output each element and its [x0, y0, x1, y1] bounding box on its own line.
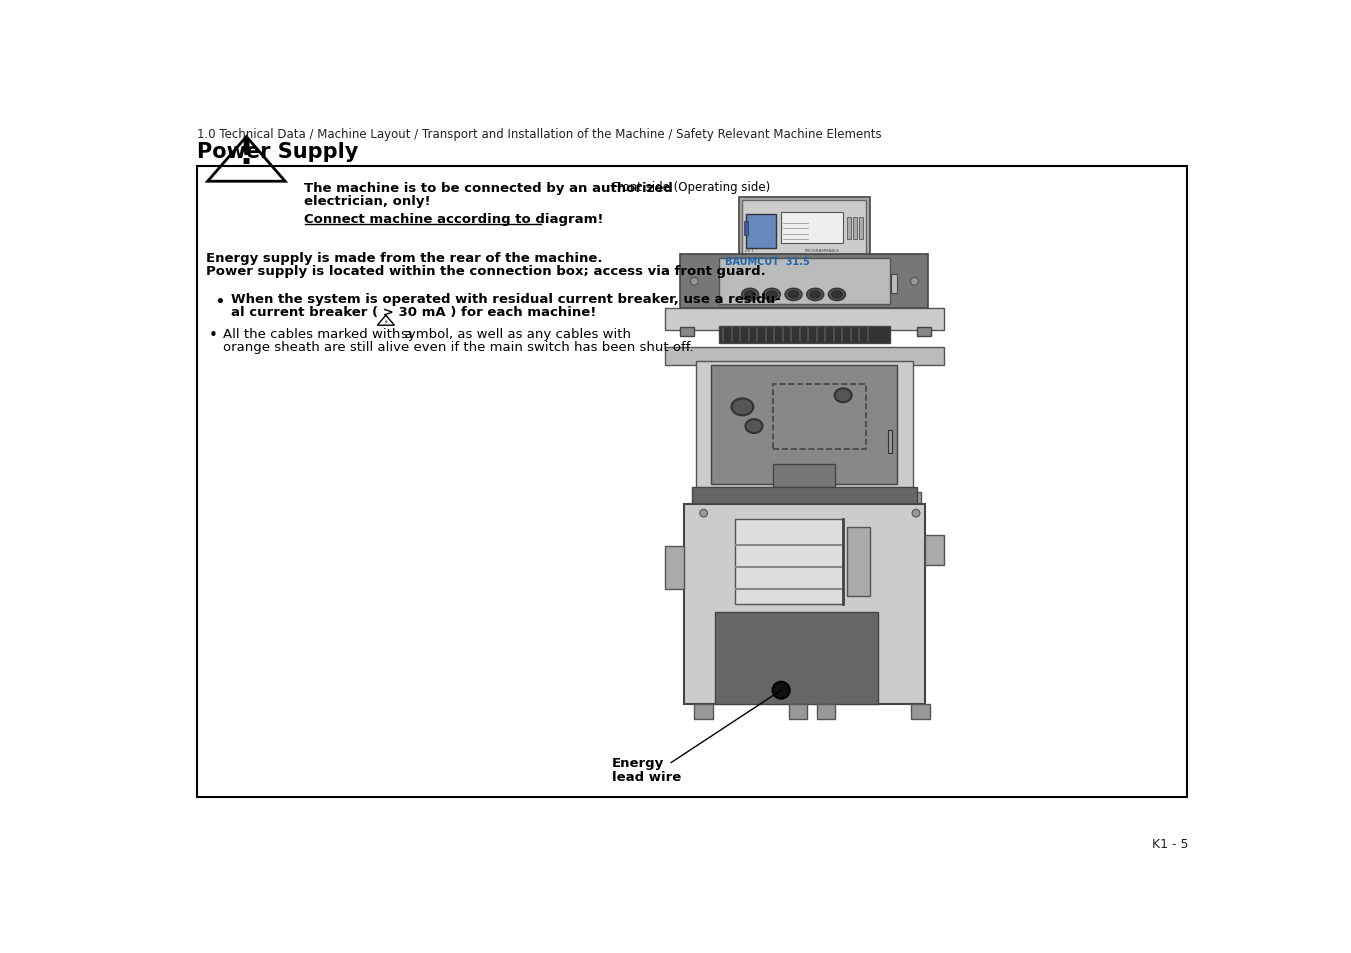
Bar [681, 255, 928, 309]
Text: Power Supply: Power Supply [197, 142, 358, 162]
Circle shape [911, 278, 919, 286]
Text: Energy supply is made from the rear of the machine.: Energy supply is made from the rear of t… [207, 252, 603, 264]
Text: symbol, as well as any cables with: symbol, as well as any cables with [401, 328, 631, 340]
Bar [744, 222, 748, 236]
Bar [696, 361, 913, 492]
Ellipse shape [809, 292, 820, 299]
Ellipse shape [742, 289, 759, 301]
Text: Power supply is located within the connection box; access via front guard.: Power supply is located within the conne… [207, 264, 766, 277]
Ellipse shape [746, 419, 762, 434]
Bar [859, 218, 863, 240]
Bar [888, 431, 892, 454]
Text: Front side (Operating side): Front side (Operating side) [612, 181, 770, 194]
Bar [904, 492, 920, 509]
Text: electrician, only!: electrician, only! [304, 194, 431, 208]
Text: Energy: Energy [612, 757, 665, 770]
Bar [854, 218, 857, 240]
Text: i/0 1: i/0 1 [744, 249, 754, 253]
Text: orange sheath are still alive even if the main switch has been shut off.: orange sheath are still alive even if th… [223, 340, 694, 354]
Text: PROGRAMMABLE: PROGRAMMABLE [804, 249, 839, 253]
Bar [785, 492, 802, 509]
Bar [892, 274, 897, 294]
Bar [917, 328, 931, 336]
Text: •: • [209, 328, 218, 342]
Bar [197, 167, 1188, 798]
Bar [811, 492, 828, 509]
Ellipse shape [766, 292, 777, 299]
Text: 1.0 Technical Data / Machine Layout / Transport and Installation of the Machine : 1.0 Technical Data / Machine Layout / Tr… [197, 129, 881, 141]
Bar [694, 704, 713, 720]
Bar [912, 704, 929, 720]
Ellipse shape [744, 292, 755, 299]
Ellipse shape [835, 389, 851, 403]
Ellipse shape [763, 289, 781, 301]
Ellipse shape [831, 292, 843, 299]
Bar [665, 348, 944, 365]
Circle shape [700, 510, 708, 517]
Bar [692, 487, 917, 504]
Ellipse shape [828, 289, 846, 301]
Ellipse shape [785, 289, 802, 301]
Text: !: ! [239, 138, 254, 172]
Text: BAUMCUT  31.5: BAUMCUT 31.5 [725, 256, 811, 266]
Circle shape [773, 682, 789, 699]
Bar [785, 475, 824, 480]
Bar [743, 201, 866, 255]
Bar [781, 213, 843, 244]
Ellipse shape [807, 289, 824, 301]
Bar [847, 527, 870, 597]
Bar [681, 328, 694, 336]
Bar [789, 704, 808, 720]
Text: K1 - 5: K1 - 5 [1151, 838, 1188, 850]
Bar [719, 327, 889, 344]
Text: When the system is operated with residual current breaker, use a residu-: When the system is operated with residua… [231, 293, 781, 306]
Text: ⚡: ⚡ [384, 319, 388, 324]
Bar [697, 492, 715, 509]
Bar [773, 384, 866, 450]
Bar [735, 519, 843, 604]
Text: All the cables marked with a: All the cables marked with a [223, 328, 413, 340]
Bar [684, 504, 924, 704]
Bar [712, 365, 897, 484]
Bar [739, 197, 870, 261]
Bar [924, 535, 944, 566]
Circle shape [690, 278, 698, 286]
Bar [847, 218, 851, 240]
Bar [715, 612, 878, 704]
Text: •: • [213, 293, 224, 311]
Text: al current breaker ( > 30 mA ) for each machine!: al current breaker ( > 30 mA ) for each … [231, 306, 596, 319]
Bar [817, 704, 835, 720]
Ellipse shape [788, 292, 798, 299]
Text: lead wire: lead wire [612, 770, 681, 782]
Text: The machine is to be connected by an authorized: The machine is to be connected by an aut… [304, 182, 673, 195]
Text: Connect machine according to diagram!: Connect machine according to diagram! [304, 213, 604, 226]
Circle shape [912, 510, 920, 517]
Bar [665, 309, 944, 331]
Bar [746, 214, 775, 249]
Bar [665, 547, 684, 589]
Bar [773, 464, 835, 487]
Ellipse shape [731, 399, 754, 416]
Bar [719, 259, 889, 305]
